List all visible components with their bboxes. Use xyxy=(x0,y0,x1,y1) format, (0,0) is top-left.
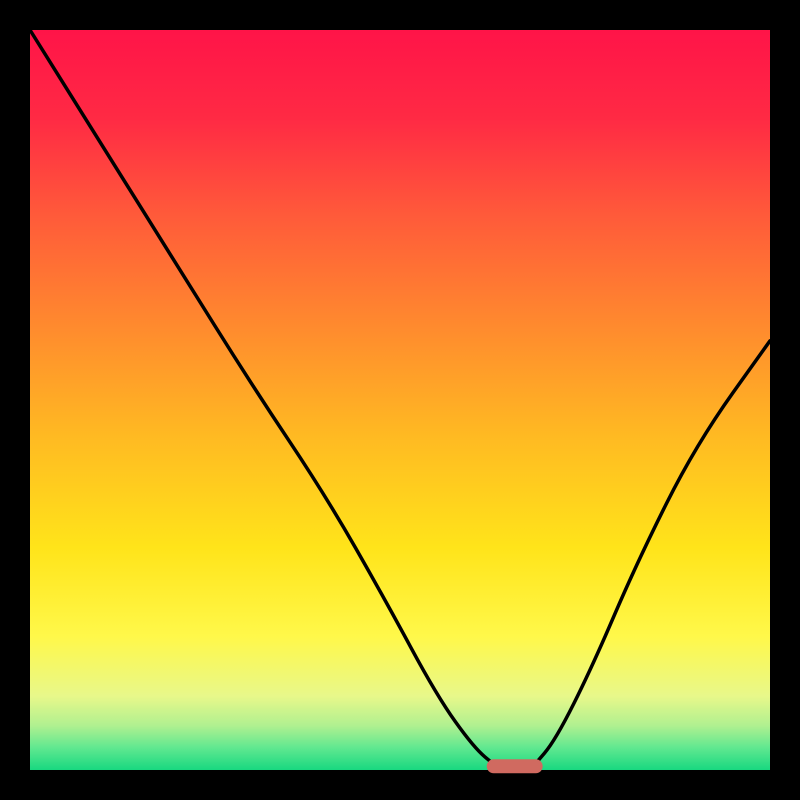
chart-stage: TheBottleneck.com xyxy=(0,0,800,800)
bottleneck-chart xyxy=(0,0,800,800)
optimal-zone-marker xyxy=(487,759,543,773)
chart-gradient-area xyxy=(30,30,770,770)
